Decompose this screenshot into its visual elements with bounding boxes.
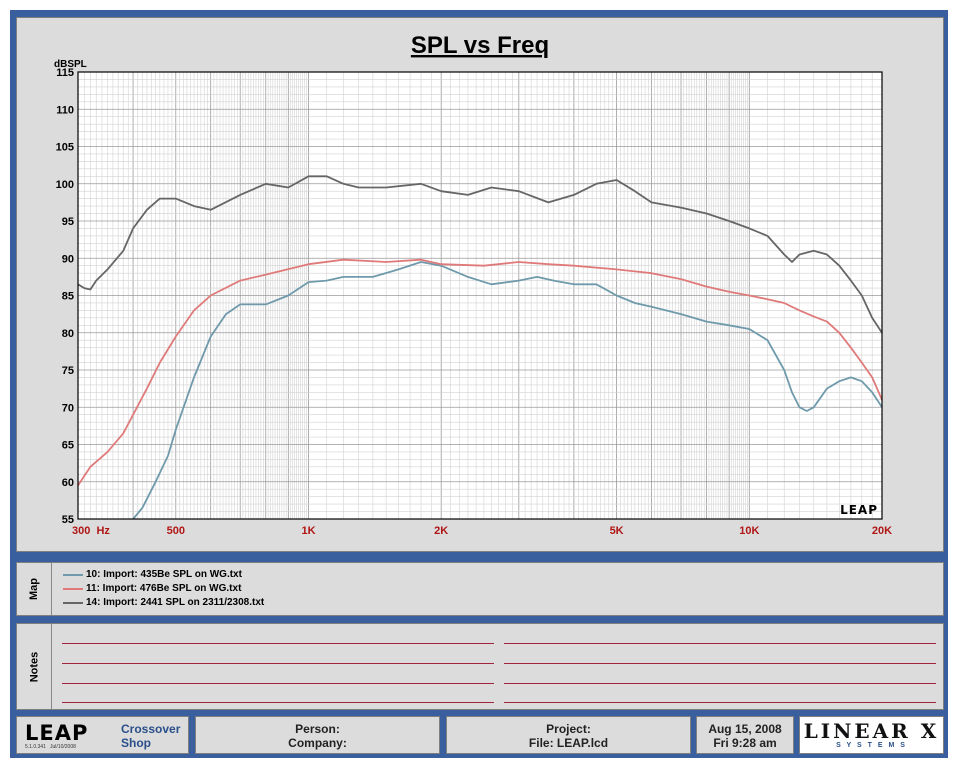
notes-side-label: Notes <box>17 624 52 709</box>
notes-label: Notes <box>28 651 40 682</box>
notes-panel: Notes <box>16 623 944 710</box>
legend-text: 11: Import: 476Be SPL on WG.txt <box>86 583 242 594</box>
y-tick-label: 115 <box>56 67 74 79</box>
version-text: 5.1.0.341 Jul/10/2008 <box>25 744 76 750</box>
y-tick-label: 70 <box>62 402 74 414</box>
y-tick-label: 110 <box>56 104 74 116</box>
note-line[interactable] <box>62 663 494 664</box>
footer-logo-cell: LEAP 5.1.0.341 Jul/10/2008 Crossover Sho… <box>16 716 189 754</box>
leap-logo: LEAP <box>25 721 89 745</box>
plot-border <box>77 71 883 520</box>
y-tick-label: 90 <box>62 253 74 265</box>
note-line[interactable] <box>62 683 494 684</box>
map-label: Map <box>28 578 40 600</box>
y-tick-label: 100 <box>56 179 74 191</box>
legend-swatch <box>63 587 83 590</box>
footer-datetime-cell: Aug 15, 2008 Fri 9:28 am <box>696 716 794 754</box>
series-line-1 <box>77 258 883 486</box>
footer-time: Fri 9:28 am <box>713 736 777 750</box>
y-tick-label: 95 <box>62 216 74 228</box>
x-tick-label: 1K <box>301 525 315 537</box>
chart-title: SPL vs Freq <box>411 32 549 59</box>
chart-panel: SPL vs Freq dBSPL 55 60 65 70 75 80 85 90 95 100 105… <box>16 17 944 552</box>
x-tick-label: 20K <box>872 525 892 537</box>
grid <box>77 71 883 520</box>
x-tick-label: 500 <box>167 525 185 537</box>
series-line-2 <box>77 175 883 334</box>
y-tick-label: 80 <box>62 328 74 340</box>
note-line[interactable] <box>504 683 936 684</box>
linearx-logo: LINEAR X <box>803 719 940 743</box>
leap-watermark: LEAP <box>840 503 878 517</box>
version-date: Jul/10/2008 <box>50 744 76 750</box>
y-tick-label: 55 <box>62 514 74 526</box>
note-line[interactable] <box>504 702 936 703</box>
spl-chart: SPL vs Freq dBSPL 55 60 65 70 75 80 85 90 95 100 105… <box>54 32 892 537</box>
project-label: Project: <box>546 722 591 736</box>
legend-text: 10: Import: 435Be SPL on WG.txt <box>86 569 242 580</box>
x-tick-label: 2K <box>434 525 448 537</box>
x-tick-label: 10K <box>739 525 759 537</box>
legend-item-11: 11: Import: 476Be SPL on WG.txt <box>63 583 241 594</box>
y-tick-label: 65 <box>62 440 74 452</box>
footer-project-cell: Project: File: LEAP.lcd <box>446 716 691 754</box>
y-axis-label: dBSPL <box>54 59 87 70</box>
company-label: Company: <box>288 736 347 750</box>
linearx-systems: S Y S T E M S <box>836 742 907 749</box>
note-line[interactable] <box>504 663 936 664</box>
series-line-0 <box>132 261 883 520</box>
legend-item-14: 14: Import: 2441 SPL on 2311/2308.txt <box>63 597 264 608</box>
person-label: Person: <box>295 722 340 736</box>
y-tick-label: 85 <box>62 291 74 303</box>
app-name-line1: Crossover <box>121 722 181 736</box>
map-panel: Map 10: Import: 435Be SPL on WG.txt 11: … <box>16 562 944 616</box>
map-side-label: Map <box>17 563 52 615</box>
app-name-line2: Shop <box>121 736 151 750</box>
y-tick-label: 75 <box>62 365 74 377</box>
y-tick-label: 60 <box>62 477 74 489</box>
x-tick-label: 5K <box>610 525 624 537</box>
legend-swatch <box>63 573 83 576</box>
legend-text: 14: Import: 2441 SPL on 2311/2308.txt <box>86 597 265 608</box>
note-line[interactable] <box>62 702 494 703</box>
footer-person-cell: Person: Company: <box>195 716 440 754</box>
footer-brand-cell: LINEAR X S Y S T E M S <box>799 716 944 754</box>
note-line[interactable] <box>62 643 494 644</box>
legend-swatch <box>63 601 83 604</box>
footer-bar: LEAP 5.1.0.341 Jul/10/2008 Crossover Sho… <box>16 716 944 754</box>
footer-date: Aug 15, 2008 <box>708 722 782 736</box>
y-tick-label: 105 <box>56 142 74 154</box>
legend-item-10: 10: Import: 435Be SPL on WG.txt <box>63 569 242 580</box>
note-line[interactable] <box>504 643 936 644</box>
file-label: File: LEAP.lcd <box>528 736 609 750</box>
version-number: 5.1.0.341 <box>25 744 46 750</box>
x-tick-label: 300 Hz <box>72 525 110 537</box>
